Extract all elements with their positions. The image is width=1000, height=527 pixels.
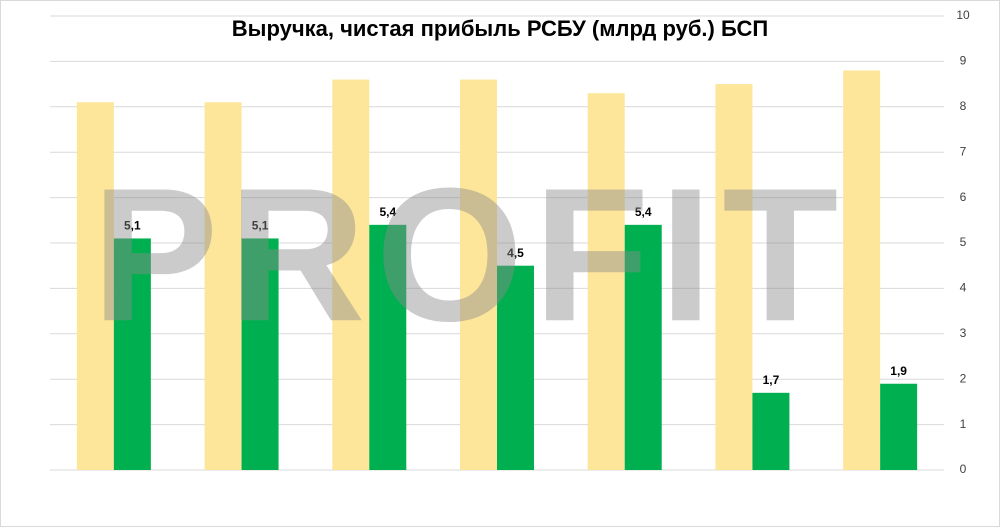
data-label: 1,7 xyxy=(763,373,780,387)
bar xyxy=(204,102,242,470)
data-label: 5,1 xyxy=(124,219,141,233)
watermark: PROFIT xyxy=(92,149,849,361)
bar xyxy=(241,238,279,470)
data-label: 4,5 xyxy=(507,246,524,260)
y-tick-label: 8 xyxy=(960,99,967,113)
data-label: 5,4 xyxy=(635,205,652,219)
data-label: 1,9 xyxy=(890,364,907,378)
bar xyxy=(843,70,881,470)
chart-title: Выручка, чистая прибыль РСБУ (млрд руб.)… xyxy=(232,16,768,41)
bar xyxy=(715,84,753,470)
bar xyxy=(587,93,625,471)
y-tick-label: 9 xyxy=(960,54,967,68)
bar xyxy=(369,224,407,470)
bar xyxy=(752,392,790,470)
bar xyxy=(76,102,114,470)
bar xyxy=(624,224,662,470)
bar xyxy=(460,79,497,470)
bar xyxy=(880,383,918,470)
y-tick-label: 3 xyxy=(960,326,967,340)
data-label: 5,4 xyxy=(379,205,396,219)
y-tick-label: 5 xyxy=(960,235,967,249)
bar xyxy=(332,79,370,470)
data-label: 5,1 xyxy=(252,219,269,233)
y-tick-label: 6 xyxy=(960,190,967,204)
y-tick-label: 10 xyxy=(956,8,970,22)
y-tick-label: 2 xyxy=(960,371,967,385)
bar xyxy=(497,265,534,470)
y-tick-label: 0 xyxy=(960,462,967,476)
y-tick-label: 4 xyxy=(960,281,967,295)
y-tick-label: 7 xyxy=(960,144,967,158)
bar xyxy=(113,238,151,470)
y-tick-label: 1 xyxy=(960,417,967,431)
